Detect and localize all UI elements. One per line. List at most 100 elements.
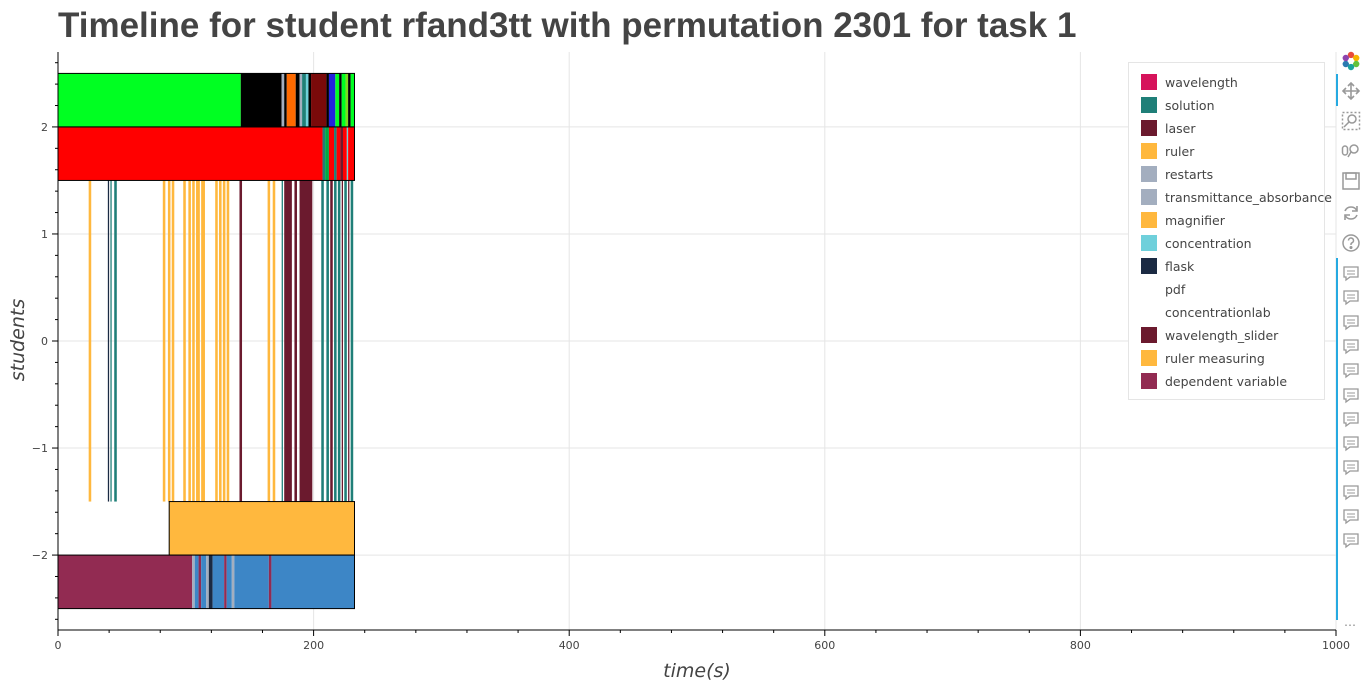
timeline-segment <box>171 180 175 502</box>
legend-label: transmittance_absorbance <box>1165 189 1332 205</box>
hover-tool-icon[interactable] <box>1342 508 1360 526</box>
hover-tool-icon[interactable] <box>1342 435 1360 453</box>
hover-tool-icon[interactable] <box>1342 289 1360 307</box>
legend-item[interactable]: ruler <box>1141 142 1194 160</box>
timeline-segment <box>339 73 342 127</box>
timeline-segment <box>342 126 347 181</box>
hover-tool-icon[interactable] <box>1342 338 1360 356</box>
hover-tool-icon[interactable] <box>1342 411 1360 429</box>
timeline-segment <box>348 126 355 181</box>
legend-item[interactable]: laser <box>1141 119 1195 137</box>
bokeh-logo-icon[interactable] <box>1340 50 1362 72</box>
timeline-segment <box>348 180 350 502</box>
hover-tool-icon[interactable] <box>1342 484 1360 502</box>
timeline-segment <box>226 555 232 609</box>
legend-label: concentration <box>1165 235 1252 251</box>
timeline-segment <box>58 555 193 609</box>
legend-label: pdf <box>1165 281 1186 297</box>
toolbar-active-indicator <box>1336 74 1338 106</box>
timeline-segment <box>201 555 207 609</box>
legend-swatch <box>1141 350 1157 366</box>
timeline-segment <box>281 73 285 127</box>
legend: wavelength solution laser ruler restarts tran… <box>1128 62 1332 400</box>
x-tick-label: 800 <box>1070 639 1091 652</box>
hover-tool-icon[interactable] <box>1342 362 1360 380</box>
timeline-segment <box>348 73 351 127</box>
timeline-segment <box>340 126 343 181</box>
legend-item[interactable]: magnifier <box>1141 211 1225 229</box>
timeline-segment <box>271 555 355 609</box>
legend-item[interactable]: solution <box>1141 96 1215 114</box>
timeline-segment <box>350 180 354 502</box>
timeline-segment <box>231 555 235 609</box>
hover-tool-icon[interactable] <box>1342 387 1360 405</box>
legend-swatch <box>1141 258 1157 274</box>
reset-icon[interactable] <box>1340 202 1362 224</box>
timeline-segment <box>267 180 271 502</box>
timeline-segment <box>110 180 112 502</box>
legend-swatch <box>1141 327 1157 343</box>
timeline-segment <box>295 73 300 127</box>
timeline-segment <box>167 180 171 502</box>
wheel-zoom-icon[interactable] <box>1340 140 1362 162</box>
toolbar-hover-indicator <box>1336 258 1338 620</box>
timeline-segment <box>334 126 337 181</box>
save-icon[interactable] <box>1340 170 1362 192</box>
legend-swatch <box>1141 166 1157 182</box>
timeline-segment <box>346 126 349 181</box>
legend-item[interactable]: concentrationlab <box>1141 303 1271 321</box>
legend-item[interactable]: transmittance_absorbance <box>1141 188 1332 206</box>
legend-label: flask <box>1165 258 1195 274</box>
legend-item[interactable]: pdf <box>1141 280 1185 298</box>
timeline-segment <box>107 180 110 502</box>
legend-item[interactable]: restarts <box>1141 165 1213 183</box>
legend-swatch <box>1141 281 1157 297</box>
timeline-segment <box>240 73 282 127</box>
legend-swatch <box>1141 373 1157 389</box>
help-icon[interactable] <box>1340 232 1362 254</box>
legend-label: solution <box>1165 97 1215 113</box>
legend-item[interactable]: concentration <box>1141 234 1252 252</box>
timeline-segment <box>341 73 346 127</box>
legend-label: ruler <box>1165 143 1195 159</box>
toolbar-more-icon[interactable]: ⋯ <box>1344 618 1356 632</box>
x-tick-label: 0 <box>55 639 62 652</box>
axes: 0 200 400 600 800 1000 −2 −1 0 1 2 <box>32 52 1350 652</box>
y-tick-label: 2 <box>41 121 48 134</box>
x-tick-label: 1000 <box>1322 639 1350 652</box>
timeline-bars <box>57 72 355 610</box>
timeline-segment <box>344 180 347 502</box>
hover-tool-icon[interactable] <box>1342 314 1360 332</box>
pan-icon[interactable] <box>1340 80 1362 102</box>
box-zoom-icon[interactable] <box>1340 110 1362 132</box>
legend-item[interactable]: wavelength <box>1141 73 1238 91</box>
timeline-segment <box>114 180 117 502</box>
hover-tool-icon[interactable] <box>1342 459 1360 477</box>
legend-label: ruler measuring <box>1165 350 1265 366</box>
y-tick-label: −1 <box>32 442 48 455</box>
toolbar: ⋯ <box>1336 46 1366 683</box>
x-tick-label: 400 <box>559 639 580 652</box>
timeline-segment <box>294 180 297 502</box>
legend-item[interactable]: flask <box>1141 257 1194 275</box>
hover-tool-icon[interactable] <box>1342 532 1360 550</box>
timeline-segment <box>328 126 335 181</box>
timeline-segment <box>328 73 336 127</box>
legend-swatch <box>1141 304 1157 320</box>
timeline-segment <box>326 180 329 502</box>
timeline-segment <box>224 555 227 609</box>
legend-label: wavelength_slider <box>1165 327 1279 343</box>
timeline-segment <box>330 180 333 502</box>
timeline-segment <box>198 555 202 609</box>
legend-item[interactable]: wavelength_slider <box>1141 326 1278 344</box>
timeline-segment <box>326 73 329 127</box>
legend-item[interactable]: ruler measuring <box>1141 349 1265 367</box>
hover-tool-icon[interactable] <box>1342 265 1360 283</box>
timeline-segment <box>284 180 292 502</box>
legend-swatch <box>1141 212 1157 228</box>
timeline-segment <box>284 73 287 127</box>
legend-label: concentrationlab <box>1165 304 1271 320</box>
legend-item[interactable]: dependent variable <box>1141 372 1287 390</box>
legend-label: restarts <box>1165 166 1214 182</box>
